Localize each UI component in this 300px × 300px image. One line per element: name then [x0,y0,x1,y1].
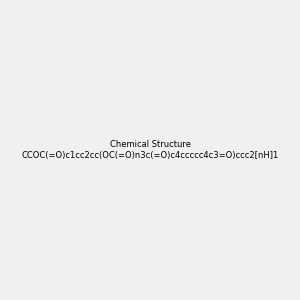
Text: Chemical Structure
CCOC(=O)c1cc2cc(OC(=O)n3c(=O)c4ccccc4c3=O)ccc2[nH]1: Chemical Structure CCOC(=O)c1cc2cc(OC(=O… [21,140,279,160]
